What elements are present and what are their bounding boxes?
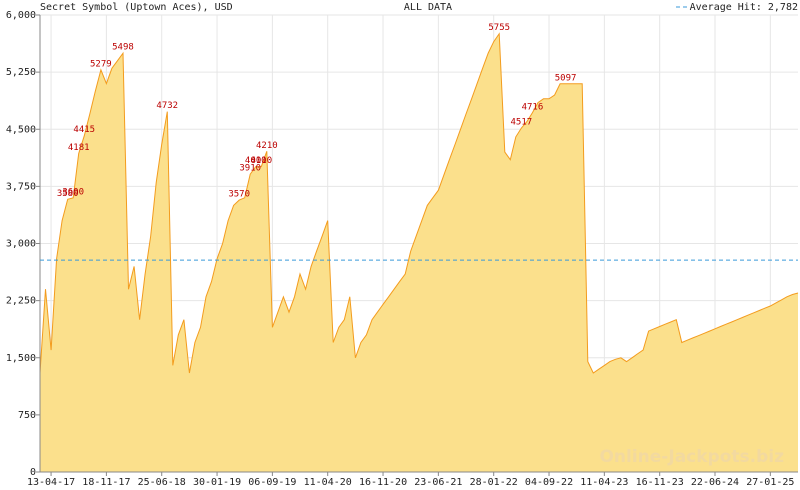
area (40, 33, 798, 472)
value-label: 4010 (245, 156, 267, 166)
value-label: 4716 (522, 102, 544, 112)
value-label: 3600 (62, 187, 84, 197)
line (39, 32, 799, 374)
value-label: 4210 (256, 141, 278, 151)
legend-label: Average Hit: 2,782 (690, 2, 798, 13)
y-tick-label: 5,250 (6, 67, 36, 78)
y-tick-label: 4,500 (6, 124, 36, 135)
x-tick-label: 27-01-25 (746, 477, 794, 488)
value-label: 5755 (488, 23, 510, 33)
x-tick-label: 13-04-17 (27, 477, 75, 488)
x-tick-label: 16-11-23 (636, 477, 684, 488)
x-tick-label: 16-11-20 (359, 477, 407, 488)
value-label: 4181 (68, 143, 90, 153)
y-tick-label: 3,750 (6, 181, 36, 192)
x-tick-label: 25-06-18 (138, 477, 186, 488)
y-tick-label: 3,000 (6, 239, 36, 250)
x-tick-label: 11-04-23 (580, 477, 628, 488)
x-tick-label: 28-01-22 (470, 477, 518, 488)
value-label: 5498 (112, 43, 134, 53)
y-tick-label: 0 (30, 467, 36, 478)
x-tick-label: 30-01-19 (193, 477, 241, 488)
value-label: 4517 (511, 117, 533, 127)
chart-subtitle: ALL DATA (404, 2, 452, 13)
value-label: 4732 (156, 101, 178, 111)
x-tick-label: 06-09-19 (248, 477, 296, 488)
value-label: 4415 (73, 125, 95, 135)
value-label: 5279 (90, 59, 112, 69)
x-tick-label: 11-04-20 (304, 477, 352, 488)
value-label: 4010 (250, 156, 272, 166)
watermark: Online-Jackpots.biz (599, 447, 784, 467)
value-label: 5097 (555, 73, 577, 83)
y-tick-label: 1,500 (6, 353, 36, 364)
x-tick-label: 22-06-24 (691, 477, 739, 488)
y-tick-label: 6,000 (6, 10, 36, 21)
x-tick-label: 04-09-22 (525, 477, 573, 488)
y-tick-label: 750 (18, 410, 36, 421)
x-tick-label: 18-11-17 (82, 477, 130, 488)
value-label: 3570 (228, 190, 250, 200)
chart-title: Secret Symbol (Uptown Aces), USD (40, 2, 233, 13)
value-label: 3580 (57, 189, 79, 199)
y-tick-label: 2,250 (6, 296, 36, 307)
value-label: 3910 (239, 164, 261, 174)
x-tick-label: 23-06-21 (414, 477, 462, 488)
